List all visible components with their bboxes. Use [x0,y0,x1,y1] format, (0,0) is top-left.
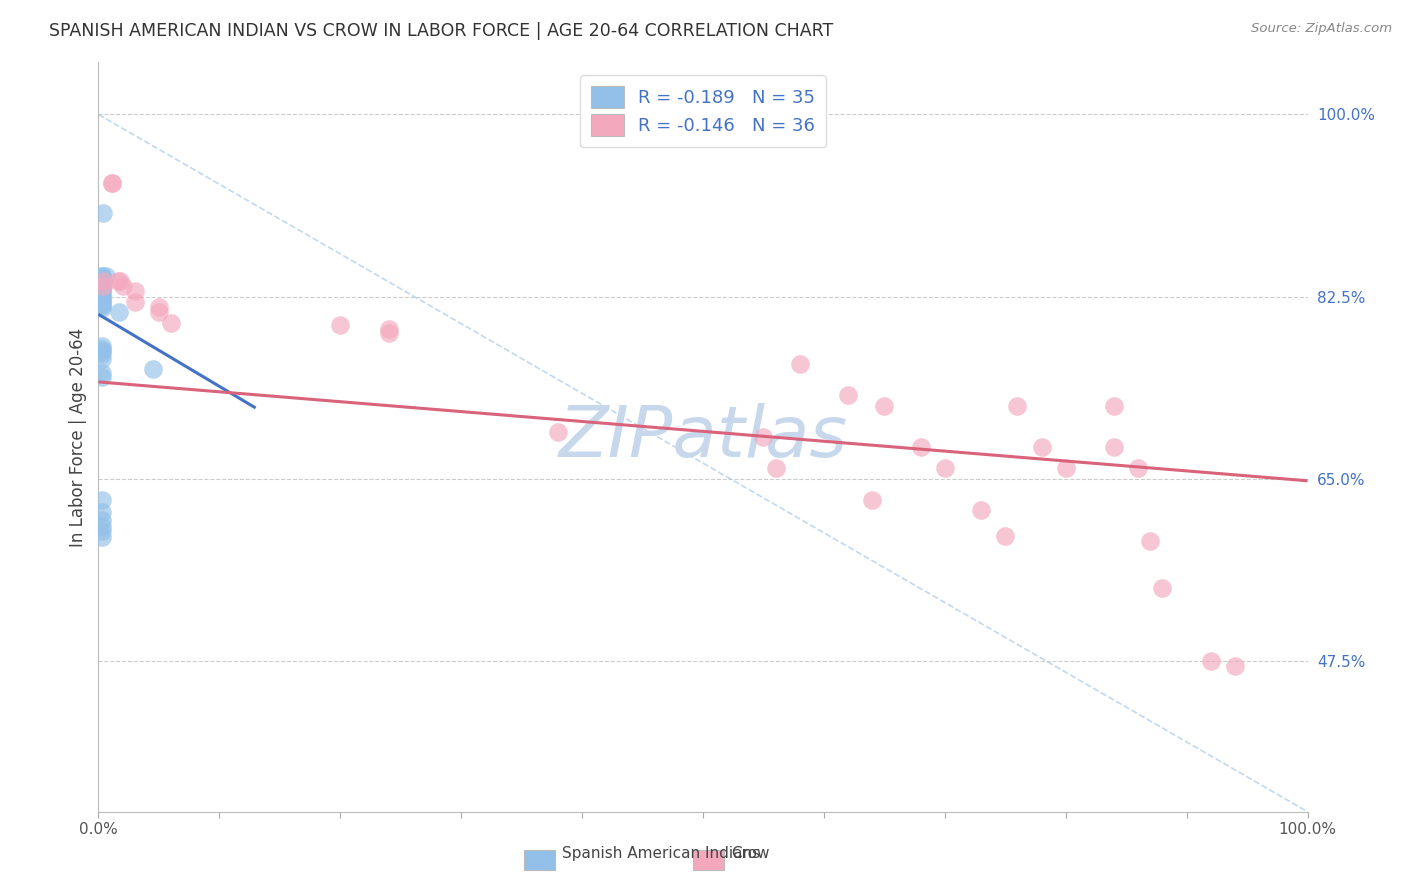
Point [91,206,114,220]
Point [91,301,114,315]
Point [160,316,183,330]
Point [1139,534,1161,549]
Point [377,326,399,340]
Point [91,288,114,302]
Text: Crow: Crow [731,846,769,861]
Point [91,274,114,288]
Point [970,503,993,517]
Point [91,513,114,527]
Point [1128,461,1150,475]
Point [994,529,1017,543]
Point [1152,581,1174,595]
Point [107,274,129,288]
Point [108,305,131,319]
Y-axis label: In Labor Force | Age 20-64: In Labor Force | Age 20-64 [69,327,87,547]
Point [91,279,114,293]
Point [148,305,170,319]
Point [91,268,114,283]
Legend: R = -0.189   N = 35, R = -0.146   N = 36: R = -0.189 N = 35, R = -0.146 N = 36 [581,75,825,147]
Point [91,351,114,366]
Point [1199,654,1222,668]
Point [873,399,896,413]
Text: Source: ZipAtlas.com: Source: ZipAtlas.com [1251,22,1392,36]
Point [148,300,170,314]
Point [91,274,114,288]
Point [1102,441,1125,455]
Point [789,357,811,371]
Point [1223,659,1246,673]
Point [91,347,114,361]
Point [124,285,146,299]
Point [100,176,122,190]
Point [91,530,114,544]
Point [91,291,114,305]
Point [91,286,114,301]
Point [91,274,114,288]
Point [91,369,114,384]
Point [124,294,146,309]
Point [91,274,114,288]
Point [91,343,114,358]
Point [108,274,131,288]
Point [837,388,859,402]
Point [765,461,787,475]
Point [377,322,399,336]
Point [100,176,122,190]
Point [91,338,114,352]
Point [329,318,352,332]
Point [91,276,114,290]
Point [91,279,114,293]
Point [1102,399,1125,413]
Point [91,518,114,533]
Point [91,293,114,307]
Point [752,430,775,444]
Point [91,282,114,296]
Point [91,299,114,313]
Point [91,268,114,283]
Point [910,441,932,455]
Point [934,461,956,475]
Point [1054,461,1077,475]
Point [91,285,114,299]
Point [91,366,114,380]
Point [142,362,165,376]
Point [547,425,569,439]
Point [1007,399,1029,413]
Point [91,492,114,507]
Point [1031,441,1053,455]
Text: ZIPatlas: ZIPatlas [558,402,848,472]
Text: Spanish American Indians: Spanish American Indians [562,846,761,861]
Point [860,492,883,507]
Point [91,505,114,519]
Point [91,294,114,309]
Point [91,524,114,538]
Point [91,342,114,356]
Point [91,276,114,290]
Point [111,279,134,293]
Point [94,268,117,283]
Point [91,297,114,311]
Text: SPANISH AMERICAN INDIAN VS CROW IN LABOR FORCE | AGE 20-64 CORRELATION CHART: SPANISH AMERICAN INDIAN VS CROW IN LABOR… [49,22,834,40]
